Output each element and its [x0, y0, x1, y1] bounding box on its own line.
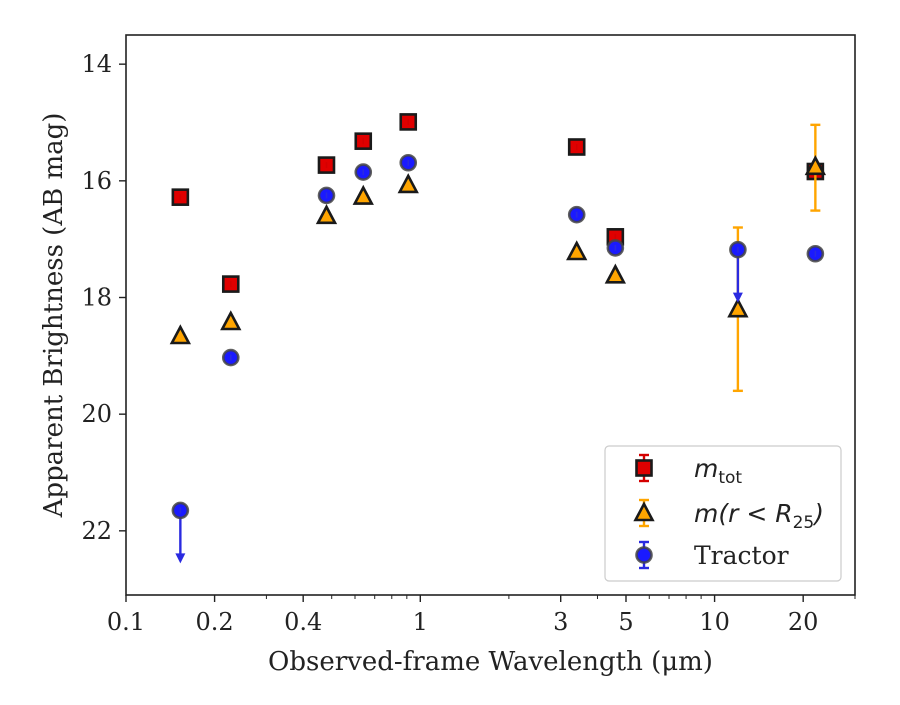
- x-tick-label: 0.4: [284, 608, 322, 636]
- legend-label-main: m(r < R: [694, 499, 793, 528]
- x-tick-label: 0.2: [196, 608, 234, 636]
- plot-frame: [125, 34, 856, 596]
- legend-label-subscript: 25: [793, 513, 815, 533]
- legend-label-subscript: tot: [718, 468, 742, 488]
- upper-limit-arrowhead: [175, 553, 186, 564]
- series-1: [169, 123, 827, 393]
- x-tick-label: 20: [788, 608, 819, 636]
- x-tick-label: 3: [553, 608, 568, 636]
- legend-marker-0: [635, 459, 653, 477]
- x-tick-label: 0.1: [107, 608, 145, 636]
- x-tick-label: 10: [699, 608, 730, 636]
- legend-box: [604, 445, 842, 582]
- y-tick-label: 18: [81, 284, 112, 312]
- legend: mtot m(r < R25) Tractor: [604, 445, 842, 582]
- legend-label-2: Tractor: [694, 541, 789, 570]
- legend-label-1: m(r < R25): [694, 499, 824, 533]
- y-axis-title: Apparent Brightness (AB mag): [39, 113, 69, 519]
- legend-marker-1: [633, 501, 655, 522]
- y-tick-label: 20: [81, 400, 112, 428]
- legend-marker-2: [635, 546, 653, 564]
- plot-marks: [169, 113, 827, 564]
- series-0: [171, 113, 825, 293]
- x-tick-label: 5: [618, 608, 633, 636]
- y-tick-label: 14: [81, 50, 112, 78]
- series-2: [171, 153, 825, 564]
- legend-label-0: mtot: [694, 454, 742, 488]
- axes: 0.1 0.2 0.4 1 3 5 10 20 14 16 18 20 22 Observed-frame…: [39, 34, 856, 677]
- legend-label-end: ): [812, 499, 824, 528]
- upper-limit-arrowhead: [732, 292, 743, 303]
- y-tick-label: 22: [81, 517, 112, 545]
- legend-label-main: m: [694, 454, 718, 483]
- x-tick-label: 1: [413, 608, 428, 636]
- x-axis-title: Observed-frame Wavelength (μm): [268, 647, 713, 677]
- y-tick-label: 16: [81, 167, 112, 195]
